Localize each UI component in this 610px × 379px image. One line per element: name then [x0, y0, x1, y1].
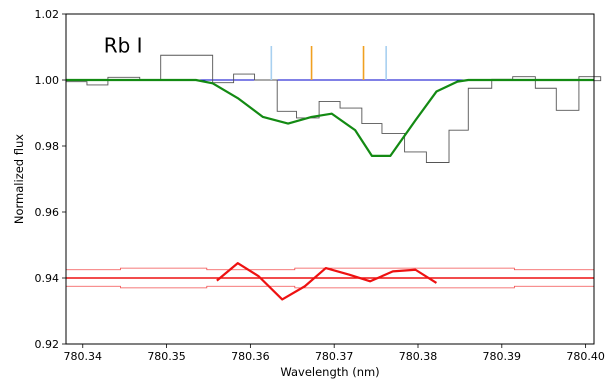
chart-annotation: Rb I [104, 33, 143, 57]
y-tick-label: 0.96 [35, 206, 60, 219]
observed-spectrum-group [66, 54, 602, 163]
residual-reference-lines [66, 267, 594, 289]
y-axis-label: Normalized flux [12, 134, 26, 224]
model-fit-line [66, 78, 594, 157]
x-tick-label: 780.36 [231, 350, 270, 363]
model-fit-group [66, 78, 594, 157]
y-tick-label: 1.00 [35, 74, 60, 87]
line-markers-group [270, 46, 387, 80]
observed-spectrum [66, 54, 602, 163]
x-tick-label: 780.38 [399, 350, 438, 363]
x-tick-label: 780.39 [483, 350, 522, 363]
y-axis-ticks: 0.92 0.94 0.96 0.98 1.00 1.02 [35, 8, 66, 351]
residual-lower-bound [66, 285, 594, 289]
y-tick-label: 1.02 [35, 8, 60, 21]
y-tick-label: 0.98 [35, 140, 60, 153]
x-tick-label: 780.37 [315, 350, 354, 363]
residuals-line [216, 262, 438, 301]
x-tick-label: 780.35 [147, 350, 186, 363]
residual-upper-bound [66, 267, 594, 271]
y-tick-label: 0.94 [35, 272, 60, 285]
y-tick-label: 0.92 [35, 338, 60, 351]
x-axis-label: Wavelength (nm) [280, 365, 379, 379]
x-axis-ticks: 780.34 780.35 780.36 780.37 780.38 780.39 780.… [64, 344, 605, 363]
x-tick-label: 780.40 [566, 350, 605, 363]
plot-frame [65, 13, 595, 345]
x-tick-label: 780.34 [64, 350, 103, 363]
residuals-group [216, 262, 438, 301]
